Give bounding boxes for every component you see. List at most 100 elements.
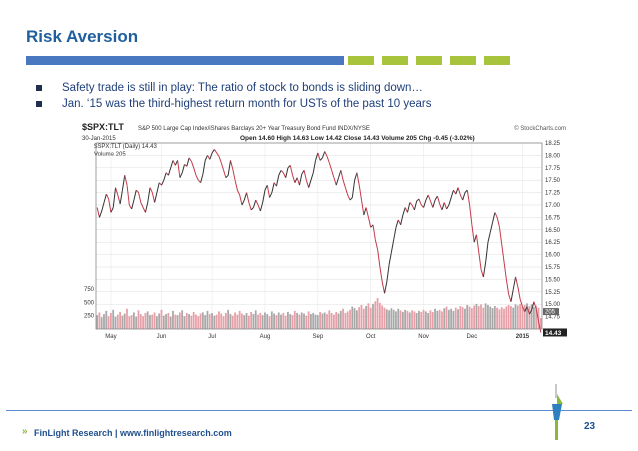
volume-bar: [466, 305, 469, 329]
volume-bar: [454, 307, 457, 329]
price-segment: [492, 212, 496, 223]
chart-source: © StockCharts.com: [514, 125, 566, 132]
volume-bar: [397, 308, 400, 329]
volume-bar: [332, 314, 335, 329]
price-segment: [430, 200, 434, 208]
price-segment: [344, 187, 349, 196]
price-segment: [402, 207, 406, 216]
volume-bar: [213, 315, 216, 329]
volume-bar: [289, 314, 292, 329]
price-segment: [257, 204, 261, 212]
volume-bar: [277, 312, 280, 329]
volume-bar: [533, 307, 535, 329]
price-segment: [262, 190, 266, 203]
price-segment: [519, 299, 523, 307]
volume-bar: [530, 304, 533, 329]
price-segment: [473, 234, 477, 243]
footer-text[interactable]: FinLight Research | www.finlightresearch…: [34, 428, 232, 438]
square-bullet-icon: [36, 85, 42, 91]
price-segment: [475, 234, 480, 253]
volume-bar: [126, 308, 128, 329]
price-segment: [151, 192, 156, 203]
price-segment: [340, 170, 344, 181]
volume-bar: [418, 310, 420, 329]
price-segment: [489, 222, 494, 233]
price-segment: [303, 170, 307, 181]
volume-bar: [447, 309, 450, 329]
price-segment: [305, 180, 310, 188]
chart-symbol: $SPX:TLT: [82, 122, 124, 132]
volume-bar: [406, 310, 409, 329]
volume-bar: [388, 310, 390, 329]
price-segment: [388, 252, 392, 265]
x-tick-label: 2015: [516, 334, 530, 340]
volume-bars: [96, 298, 542, 329]
volume-bar: [464, 308, 466, 329]
volume-bar: [254, 310, 257, 329]
volume-bar: [211, 313, 213, 329]
x-tick-label: Sep: [313, 334, 324, 340]
volume-bar: [374, 301, 377, 329]
volume-bar: [208, 314, 211, 329]
volume-bar: [342, 308, 344, 329]
last-value-label: 14.43: [545, 330, 562, 337]
price-segment: [377, 249, 381, 268]
price-segment: [259, 202, 264, 212]
price-segment: [193, 167, 197, 176]
price-segment: [223, 170, 227, 178]
volume-axis-ticks: 750 500 250: [84, 287, 95, 320]
price-segment: [140, 202, 144, 208]
volume-bar: [293, 310, 296, 329]
volume-bar: [206, 310, 209, 329]
price-segment: [446, 204, 450, 210]
page-number: 23: [584, 421, 596, 432]
volume-bar: [411, 310, 413, 329]
price-segment: [135, 189, 139, 193]
price-segment: [220, 162, 225, 171]
price-segment: [144, 202, 149, 213]
price-segment: [213, 149, 218, 154]
volume-bar: [190, 315, 193, 329]
price-segment: [326, 156, 330, 164]
volume-bar: [526, 303, 528, 329]
price-segment: [255, 199, 259, 206]
price-segment: [282, 172, 287, 178]
volume-bar: [188, 314, 190, 329]
volume-bar: [296, 313, 299, 329]
x-tick-label: Dec: [467, 334, 478, 340]
price-segment: [241, 199, 245, 206]
volume-bar: [310, 314, 312, 329]
price-segment: [239, 194, 243, 206]
price-segment: [296, 177, 300, 186]
price-segment: [200, 174, 204, 183]
volume-bar: [480, 304, 482, 329]
volume-bar: [183, 316, 186, 329]
volume-bar: [339, 310, 342, 329]
volume-bar: [112, 309, 115, 329]
price-segment: [354, 172, 358, 181]
price-segment: [505, 279, 510, 295]
price-segment: [459, 194, 464, 201]
volume-bar: [461, 307, 464, 329]
volume-bar: [142, 316, 144, 329]
price-segment: [321, 151, 326, 159]
price-segment: [124, 175, 128, 186]
price-segment: [381, 281, 386, 294]
volume-bar: [383, 307, 386, 329]
volume-bar: [169, 316, 172, 329]
volume-bar: [523, 305, 526, 329]
y-tick-label: 17.00: [545, 203, 561, 209]
volume-bar: [98, 312, 101, 329]
volume-bar: [452, 310, 455, 329]
volume-bar: [128, 316, 131, 329]
price-segment: [119, 190, 123, 205]
volume-bar: [245, 313, 248, 329]
stock-bond-ratio-chart: $SPX:TLT S&P 500 Large Cap Index/iShares…: [80, 121, 568, 343]
price-segment: [225, 174, 229, 179]
price-segment: [393, 227, 397, 240]
price-segment: [188, 157, 192, 162]
volume-bar: [360, 305, 363, 329]
volume-bar: [222, 316, 225, 329]
volume-bar: [282, 313, 285, 329]
volume-bar: [307, 311, 310, 329]
